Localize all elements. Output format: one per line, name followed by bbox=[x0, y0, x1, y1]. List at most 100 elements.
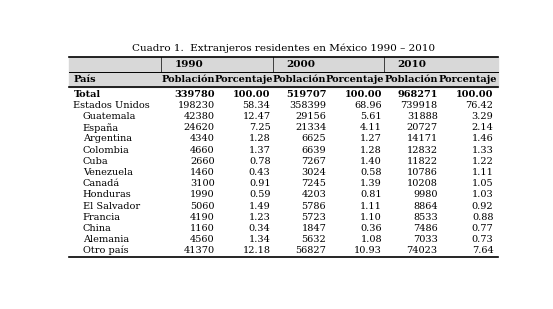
Text: 1160: 1160 bbox=[190, 224, 215, 233]
Text: 1847: 1847 bbox=[301, 224, 326, 233]
Text: 0.81: 0.81 bbox=[361, 190, 382, 199]
Text: Porcentaje: Porcentaje bbox=[439, 75, 497, 84]
Text: 739918: 739918 bbox=[400, 101, 438, 110]
Text: Población: Población bbox=[273, 75, 326, 84]
Text: 1.10: 1.10 bbox=[360, 213, 382, 222]
Text: 0.73: 0.73 bbox=[472, 235, 493, 244]
Text: 7245: 7245 bbox=[301, 179, 326, 188]
Text: Canadá: Canadá bbox=[83, 179, 120, 188]
Text: 2000: 2000 bbox=[286, 60, 315, 69]
Text: 0.34: 0.34 bbox=[249, 224, 270, 233]
Text: 1.22: 1.22 bbox=[472, 157, 493, 166]
Bar bbox=[69, 72, 498, 87]
Text: 3024: 3024 bbox=[301, 168, 326, 177]
Text: 519707: 519707 bbox=[286, 90, 326, 99]
Text: 5632: 5632 bbox=[301, 235, 326, 244]
Text: Honduras: Honduras bbox=[83, 190, 132, 199]
Text: 100.00: 100.00 bbox=[456, 90, 493, 99]
Text: 10208: 10208 bbox=[407, 179, 438, 188]
Text: 56827: 56827 bbox=[295, 246, 326, 255]
Text: Colombia: Colombia bbox=[83, 146, 129, 154]
Text: 8533: 8533 bbox=[413, 213, 438, 222]
Text: 1.49: 1.49 bbox=[249, 201, 270, 210]
Text: 74023: 74023 bbox=[406, 246, 438, 255]
Text: 2.14: 2.14 bbox=[472, 123, 493, 132]
Text: 0.92: 0.92 bbox=[472, 201, 493, 210]
Text: 1.40: 1.40 bbox=[360, 157, 382, 166]
Text: Población: Población bbox=[161, 75, 215, 84]
Text: 2010: 2010 bbox=[398, 60, 426, 69]
Text: 1.11: 1.11 bbox=[360, 201, 382, 210]
Text: 4203: 4203 bbox=[301, 190, 326, 199]
Text: 6639: 6639 bbox=[301, 146, 326, 154]
Text: 7.25: 7.25 bbox=[249, 123, 270, 132]
Text: 1.28: 1.28 bbox=[360, 146, 382, 154]
Text: 4560: 4560 bbox=[190, 235, 215, 244]
Text: 14171: 14171 bbox=[406, 134, 438, 143]
Text: 24620: 24620 bbox=[184, 123, 215, 132]
Text: 31888: 31888 bbox=[407, 112, 438, 121]
Text: Alemania: Alemania bbox=[83, 235, 129, 244]
Text: 100.00: 100.00 bbox=[233, 90, 270, 99]
Text: 1.11: 1.11 bbox=[472, 168, 493, 177]
Text: 5786: 5786 bbox=[301, 201, 326, 210]
Text: 1.33: 1.33 bbox=[472, 146, 493, 154]
Text: 1.37: 1.37 bbox=[249, 146, 270, 154]
Text: 339780: 339780 bbox=[174, 90, 215, 99]
Text: Cuadro 1.  Extranjeros residentes en México 1990 – 2010: Cuadro 1. Extranjeros residentes en Méxi… bbox=[132, 43, 435, 53]
Text: 21334: 21334 bbox=[295, 123, 326, 132]
Text: 1.46: 1.46 bbox=[472, 134, 493, 143]
Text: Venezuela: Venezuela bbox=[83, 168, 133, 177]
Text: 1.03: 1.03 bbox=[472, 190, 493, 199]
Text: 10786: 10786 bbox=[407, 168, 438, 177]
Text: 7486: 7486 bbox=[413, 224, 438, 233]
Text: 1990: 1990 bbox=[175, 60, 204, 69]
Text: 1.23: 1.23 bbox=[249, 213, 270, 222]
Text: 968271: 968271 bbox=[397, 90, 438, 99]
Text: 7.64: 7.64 bbox=[472, 246, 493, 255]
Text: 5723: 5723 bbox=[301, 213, 326, 222]
Text: 20727: 20727 bbox=[406, 123, 438, 132]
Text: 1.27: 1.27 bbox=[360, 134, 382, 143]
Text: Francia: Francia bbox=[83, 213, 121, 222]
Text: 1.08: 1.08 bbox=[361, 235, 382, 244]
Text: 1.34: 1.34 bbox=[249, 235, 270, 244]
Text: 1.28: 1.28 bbox=[249, 134, 270, 143]
Bar bbox=[69, 57, 498, 72]
Text: País: País bbox=[74, 75, 96, 84]
Text: Argentina: Argentina bbox=[83, 134, 132, 143]
Text: 1.05: 1.05 bbox=[472, 179, 493, 188]
Text: 0.58: 0.58 bbox=[361, 168, 382, 177]
Text: 7267: 7267 bbox=[301, 157, 326, 166]
Text: Población: Población bbox=[384, 75, 437, 84]
Text: 0.59: 0.59 bbox=[249, 190, 270, 199]
Text: 1460: 1460 bbox=[190, 168, 215, 177]
Text: 8864: 8864 bbox=[413, 201, 438, 210]
Text: 100.00: 100.00 bbox=[345, 90, 382, 99]
Text: 358399: 358399 bbox=[289, 101, 326, 110]
Text: El Salvador: El Salvador bbox=[83, 201, 140, 210]
Text: 0.77: 0.77 bbox=[472, 224, 493, 233]
Text: 4190: 4190 bbox=[190, 213, 215, 222]
Text: 7033: 7033 bbox=[413, 235, 438, 244]
Text: 4340: 4340 bbox=[190, 134, 215, 143]
Text: 6625: 6625 bbox=[301, 134, 326, 143]
Text: 5060: 5060 bbox=[190, 201, 215, 210]
Text: 3.29: 3.29 bbox=[472, 112, 493, 121]
Text: Cuba: Cuba bbox=[83, 157, 108, 166]
Text: China: China bbox=[83, 224, 112, 233]
Text: Guatemala: Guatemala bbox=[83, 112, 136, 121]
Text: Porcentaje: Porcentaje bbox=[326, 75, 384, 84]
Text: 3100: 3100 bbox=[190, 179, 215, 188]
Text: 9980: 9980 bbox=[413, 190, 438, 199]
Text: 76.42: 76.42 bbox=[466, 101, 493, 110]
Text: Estados Unidos: Estados Unidos bbox=[74, 101, 150, 110]
Text: 2660: 2660 bbox=[190, 157, 215, 166]
Text: 41370: 41370 bbox=[184, 246, 215, 255]
Text: 12832: 12832 bbox=[406, 146, 438, 154]
Text: España: España bbox=[83, 123, 119, 133]
Text: 1990: 1990 bbox=[190, 190, 215, 199]
Text: 12.18: 12.18 bbox=[243, 246, 270, 255]
Text: 5.61: 5.61 bbox=[361, 112, 382, 121]
Text: 4660: 4660 bbox=[190, 146, 215, 154]
